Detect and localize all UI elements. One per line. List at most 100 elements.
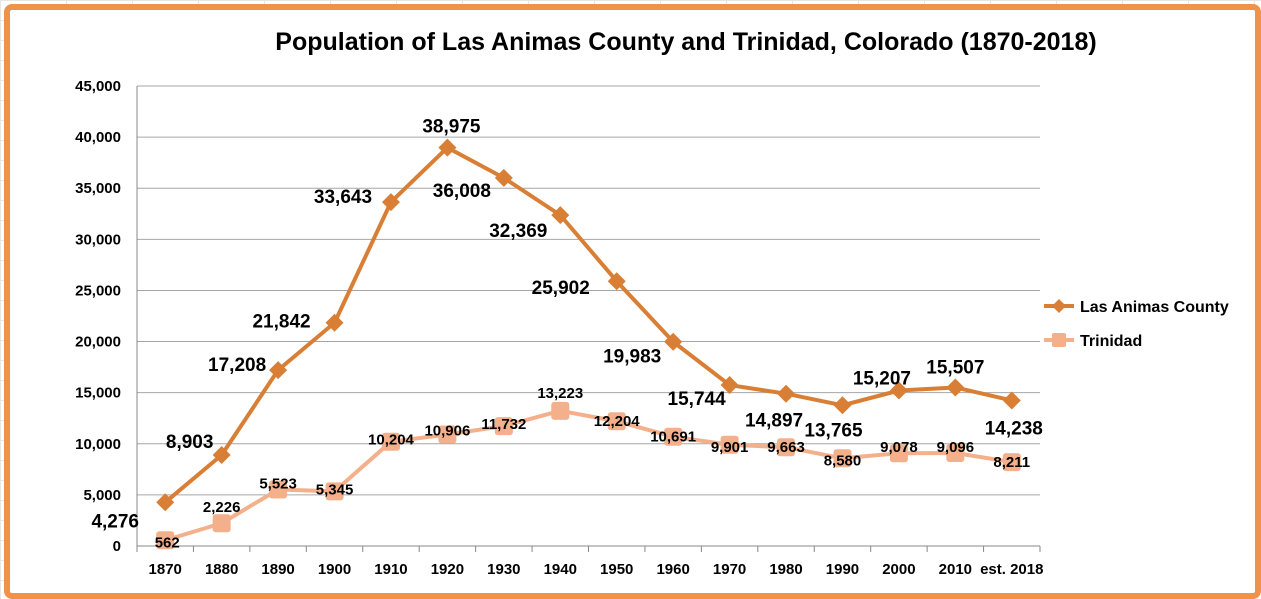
data-point [946,378,965,397]
data-label: 9,096 [937,439,975,456]
data-point [833,449,852,468]
data-label: 33,643 [314,187,372,208]
data-point [156,493,175,512]
data-point [381,432,400,451]
data-label: 5,345 [316,481,354,498]
data-label: 5,523 [259,476,297,493]
x-tick-label: 1890 [261,561,294,578]
x-tick-label: 2000 [882,561,915,578]
data-point [664,427,683,446]
legend-label: Las Animas County [1080,299,1229,316]
data-point [325,482,344,501]
data-label: 2,226 [203,499,241,516]
y-tick-label: 25,000 [75,282,121,299]
data-label: 8,903 [166,432,214,453]
x-tick-label: 1970 [713,561,746,578]
y-tick-label: 15,000 [75,385,121,402]
legend-item: Trinidad [1044,333,1142,350]
data-point [833,396,852,415]
data-label: 8,211 [993,454,1030,471]
y-tick-label: 5,000 [83,487,121,504]
x-tick-label: 1980 [769,561,802,578]
y-tick-label: 0 [113,538,121,555]
y-tick-label: 30,000 [75,231,121,248]
data-label: 10,906 [424,423,470,440]
x-tick-label: 1940 [544,561,577,578]
y-tick-label: 40,000 [75,129,121,146]
data-label: 21,842 [252,312,310,333]
data-point [438,138,457,157]
data-point [551,401,570,420]
series-line [163,145,1013,504]
data-point [1002,391,1021,410]
series-trinidad [156,401,1021,550]
data-label: 13,223 [537,385,583,402]
data-point [212,445,231,464]
data-point [551,206,570,225]
x-tick-label: 1920 [431,561,464,578]
data-label: 9,663 [767,439,805,456]
data-point [607,272,626,291]
data-label: 12,204 [594,413,641,430]
data-label: 9,901 [711,439,749,456]
data-point [777,384,796,403]
x-tick-label: 1960 [656,561,689,578]
y-tick-label: 10,000 [75,436,121,453]
data-label: 8,580 [824,452,862,469]
data-point [889,381,908,400]
data-label: 10,204 [368,432,415,449]
chart-title: Population of Las Animas County and Trin… [275,28,1096,56]
data-label: 17,208 [208,355,266,376]
x-tick-label: 1930 [487,561,520,578]
data-point [269,361,288,380]
data-point [269,480,288,499]
data-point [494,168,513,187]
x-tick-label: 1910 [374,561,407,578]
x-tick-label: 1950 [600,561,633,578]
data-label: 14,238 [985,418,1043,439]
data-point [156,531,175,550]
y-tick-label: 45,000 [75,78,121,95]
x-tick-label: est. 2018 [980,561,1043,578]
data-point [607,412,626,431]
data-label: 14,897 [745,411,803,432]
data-label: 25,902 [532,278,590,299]
x-tick-label: 1900 [318,561,351,578]
x-tick-label: 1880 [205,561,238,578]
data-point [1002,453,1021,472]
data-point [720,435,739,454]
data-label: 11,732 [481,416,526,433]
data-point [889,444,908,463]
data-point [720,376,739,395]
data-label: 562 [155,534,180,551]
x-tick-label: 1870 [149,561,182,578]
data-label: 32,369 [489,221,547,242]
x-tick-label: 1990 [826,561,859,578]
legend-marker [1052,299,1066,313]
data-label: 9,078 [880,439,918,456]
data-label: 38,975 [422,117,481,138]
data-point [325,313,344,332]
data-point [777,438,796,457]
data-label: 19,983 [603,347,661,368]
legend-label: Trinidad [1080,333,1142,350]
y-tick-label: 35,000 [75,180,121,197]
data-point [212,514,231,533]
data-label: 15,507 [926,357,984,378]
legend-item: Las Animas County [1044,299,1229,316]
data-point [946,444,965,463]
data-label: 10,691 [650,429,696,446]
data-label: 15,207 [853,369,911,390]
y-tick-label: 20,000 [75,334,121,351]
data-label: 36,008 [433,181,491,202]
legend-marker [1052,333,1066,347]
data-point [381,193,400,212]
data-point [494,417,513,436]
data-point [664,332,683,351]
chart-frame [4,4,1261,599]
data-label: 13,765 [804,420,863,441]
series-las-animas-county [156,138,1021,512]
data-label: 4,276 [91,511,139,532]
series-line [164,408,1013,543]
